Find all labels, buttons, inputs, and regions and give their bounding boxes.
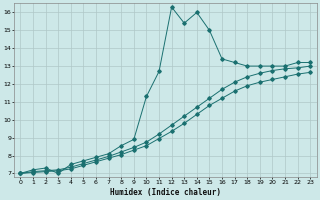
X-axis label: Humidex (Indice chaleur): Humidex (Indice chaleur) xyxy=(110,188,221,197)
